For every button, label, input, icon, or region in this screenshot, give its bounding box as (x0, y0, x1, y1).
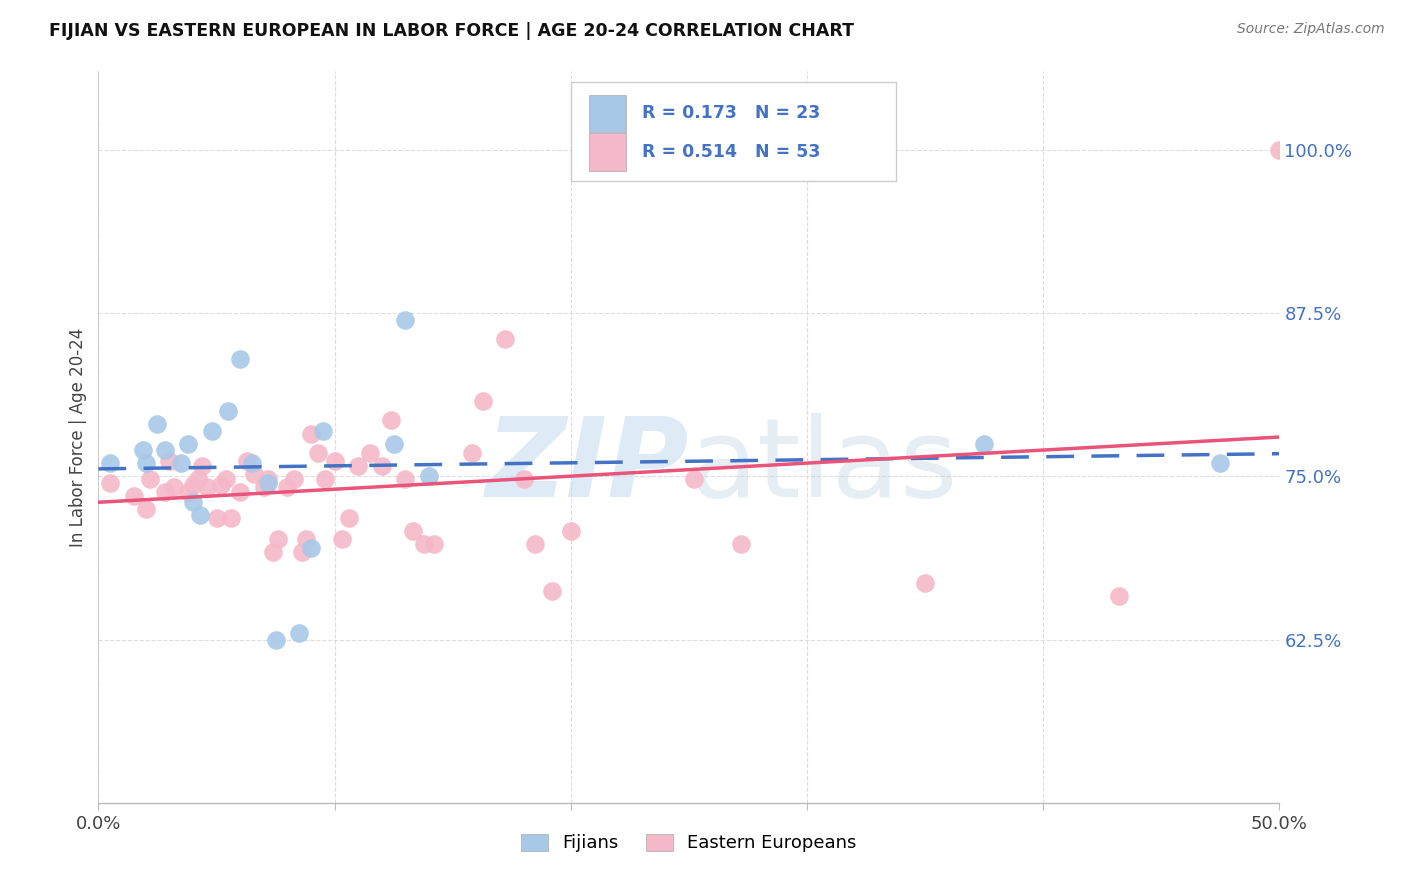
Point (337, 511, 360, 525)
Point (359, 446, 381, 460)
Point (229, 351, 252, 366)
Point (382, 436, 405, 450)
Point (380, 413, 402, 427)
Point (418, 469, 440, 483)
Point (541, 584, 564, 599)
Point (229, 485, 252, 500)
Point (1209, 456, 1232, 470)
Point (177, 436, 200, 450)
Text: ZIP: ZIP (485, 413, 689, 520)
Point (307, 446, 329, 460)
Point (560, 524, 582, 538)
Point (914, 576, 936, 591)
Point (153, 443, 176, 458)
Point (139, 472, 162, 486)
Point (243, 467, 266, 481)
Point (181, 495, 204, 509)
Point (215, 472, 238, 486)
Point (973, 436, 995, 450)
Point (494, 332, 516, 346)
Text: atlas: atlas (689, 413, 957, 520)
Point (394, 312, 416, 326)
Point (330, 532, 353, 546)
Point (163, 480, 186, 494)
Point (98, 475, 121, 490)
Point (371, 458, 394, 473)
Point (347, 458, 370, 473)
Point (257, 472, 280, 486)
Point (195, 480, 218, 494)
Point (219, 511, 242, 525)
Point (267, 532, 290, 546)
Point (217, 404, 239, 418)
Point (1268, 143, 1291, 157)
Point (283, 472, 305, 486)
Point (188, 508, 211, 523)
Point (512, 472, 534, 486)
Point (682, 472, 704, 486)
Text: R = 0.514   N = 53: R = 0.514 N = 53 (641, 143, 820, 161)
Point (276, 480, 298, 494)
Point (299, 541, 322, 555)
Point (295, 532, 318, 546)
Point (205, 511, 228, 525)
Point (177, 485, 200, 500)
Text: R = 0.173   N = 23: R = 0.173 N = 23 (641, 104, 820, 122)
Point (394, 472, 416, 486)
Point (236, 453, 259, 467)
FancyBboxPatch shape (571, 82, 896, 181)
Point (98, 456, 121, 470)
Point (290, 545, 312, 559)
FancyBboxPatch shape (589, 133, 626, 170)
Point (257, 475, 280, 490)
Point (423, 537, 446, 551)
Point (401, 524, 423, 538)
Point (240, 456, 263, 470)
Point (201, 424, 224, 438)
Point (460, 446, 482, 460)
Point (312, 424, 335, 438)
Legend: Fijians, Eastern Europeans: Fijians, Eastern Europeans (513, 826, 865, 860)
Point (262, 545, 284, 559)
Point (299, 427, 322, 442)
Point (122, 489, 145, 503)
Y-axis label: In Labor Force | Age 20-24: In Labor Force | Age 20-24 (69, 327, 87, 547)
Point (1108, 590, 1130, 604)
FancyBboxPatch shape (589, 95, 626, 132)
Point (314, 472, 336, 486)
Point (135, 456, 157, 470)
Point (730, 537, 752, 551)
Point (209, 478, 232, 492)
Point (170, 456, 193, 470)
Point (253, 480, 276, 494)
Point (524, 537, 547, 551)
Point (323, 453, 346, 467)
Text: FIJIAN VS EASTERN EUROPEAN IN LABOR FORCE | AGE 20-24 CORRELATION CHART: FIJIAN VS EASTERN EUROPEAN IN LABOR FORC… (49, 22, 855, 40)
Point (157, 453, 180, 467)
Point (135, 502, 157, 516)
Point (181, 478, 204, 492)
Point (132, 443, 155, 458)
Point (264, 632, 287, 647)
Point (146, 417, 169, 431)
Point (413, 537, 436, 551)
Text: Source: ZipAtlas.com: Source: ZipAtlas.com (1237, 22, 1385, 37)
Point (191, 458, 214, 473)
Point (288, 626, 311, 640)
Point (187, 472, 209, 486)
Point (472, 393, 495, 408)
Point (153, 485, 176, 500)
